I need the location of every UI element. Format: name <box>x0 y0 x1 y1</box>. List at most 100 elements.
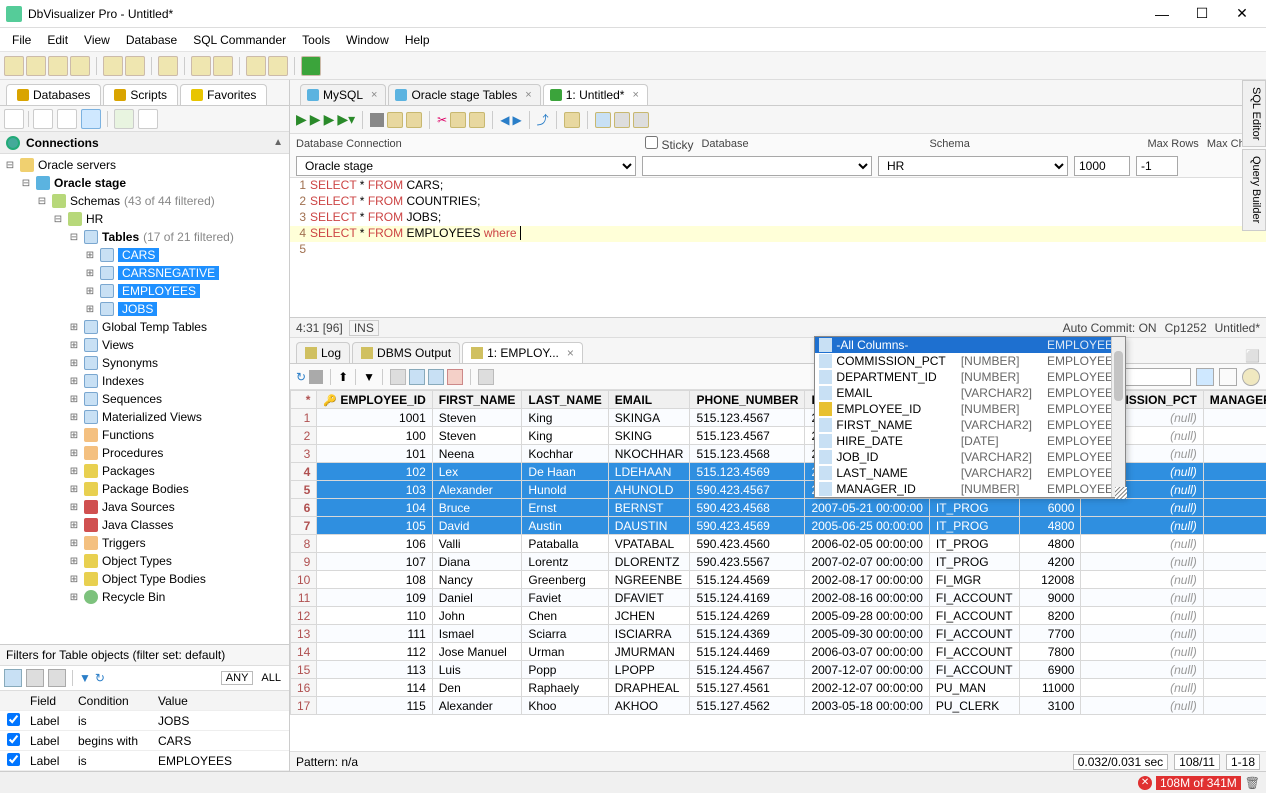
menu-window[interactable]: Window <box>338 31 397 49</box>
tree-schema-hr[interactable]: ⊟HR <box>0 210 289 228</box>
column-header[interactable]: MANAGER_ID <box>1203 391 1266 409</box>
tree-table-carsnegative[interactable]: ⊞CARSNEGATIVE <box>0 264 289 282</box>
sql-editor[interactable]: 1SELECT * FROM CARS;2SELECT * FROM COUNT… <box>290 178 1266 318</box>
autocomplete-item[interactable]: JOB_ID[VARCHAR2]EMPLOYEES <box>815 449 1125 465</box>
toolbar-button[interactable] <box>26 56 46 76</box>
tree-java-classes[interactable]: ⊞Java Classes <box>0 516 289 534</box>
run-button[interactable]: ▶ <box>296 111 307 128</box>
column-header[interactable]: EMAIL <box>608 391 690 409</box>
filter-row[interactable]: LabelisJOBS <box>0 711 289 731</box>
filter-icon[interactable]: ▼ <box>363 370 375 384</box>
table-row[interactable]: 10108NancyGreenbergNGREENBE515.124.45692… <box>291 571 1266 589</box>
max-chars-input[interactable] <box>1136 156 1178 176</box>
column-header[interactable]: FIRST_NAME <box>432 391 522 409</box>
copy-icon[interactable] <box>450 112 466 128</box>
close-tab-icon[interactable]: × <box>632 89 638 101</box>
run-dropdown[interactable]: ▶▾ <box>337 111 355 128</box>
toolbar-button[interactable] <box>246 56 266 76</box>
tree-sequences[interactable]: ⊞Sequences <box>0 390 289 408</box>
sidebar-tab-databases[interactable]: Databases <box>6 84 101 105</box>
connection-select[interactable]: Oracle stage <box>296 156 636 176</box>
open-icon[interactable] <box>406 112 422 128</box>
autocomplete-item[interactable]: FIRST_NAME[VARCHAR2]EMPLOYEES <box>815 417 1125 433</box>
filter-tool[interactable] <box>26 669 44 687</box>
export-icon[interactable]: ⬆ <box>338 370 348 384</box>
view-icon[interactable] <box>595 112 611 128</box>
filter-tool[interactable] <box>48 669 66 687</box>
toolbar-button[interactable] <box>191 56 211 76</box>
tool-button[interactable] <box>33 109 53 129</box>
reload-icon[interactable]: ↻ <box>296 370 306 384</box>
tool-icon[interactable] <box>447 369 463 385</box>
save-icon[interactable] <box>387 112 403 128</box>
close-tab-icon[interactable]: × <box>371 89 377 101</box>
tree-indexes[interactable]: ⊞Indexes <box>0 372 289 390</box>
sidebar-tab-favorites[interactable]: Favorites <box>180 84 267 105</box>
sql-editor-tab[interactable]: SQL Editor <box>1242 80 1266 147</box>
menu-edit[interactable]: Edit <box>39 31 76 49</box>
tree-java-sources[interactable]: ⊞Java Sources <box>0 498 289 516</box>
toolbar-button[interactable] <box>213 56 233 76</box>
view-icon[interactable] <box>633 112 649 128</box>
autocomplete-item[interactable]: HIRE_DATE[DATE]EMPLOYEES <box>815 433 1125 449</box>
autocomplete-item[interactable]: COMMISSION_PCT[NUMBER]EMPLOYEES <box>815 353 1125 369</box>
grid-view-button[interactable] <box>1196 368 1214 386</box>
autocomplete-item[interactable]: EMPLOYEE_ID[NUMBER]EMPLOYEES <box>815 401 1125 417</box>
menu-tools[interactable]: Tools <box>294 31 338 49</box>
tree-functions[interactable]: ⊞Functions <box>0 426 289 444</box>
result-tab[interactable]: Log <box>296 342 350 363</box>
tree-table-employees[interactable]: ⊞EMPLOYEES <box>0 282 289 300</box>
connections-header[interactable]: Connections ▲ <box>0 132 289 154</box>
tool-icon[interactable] <box>428 369 444 385</box>
paste-icon[interactable] <box>469 112 485 128</box>
filter-checkbox[interactable] <box>7 753 20 766</box>
tool-icon[interactable] <box>390 369 406 385</box>
table-row[interactable]: 17115AlexanderKhooAKHOO515.127.45622003-… <box>291 697 1266 715</box>
autocomplete-item[interactable]: LAST_NAME[VARCHAR2]EMPLOYEES <box>815 465 1125 481</box>
table-row[interactable]: 6104BruceErnstBERNST590.423.45682007-05-… <box>291 499 1266 517</box>
filter-checkbox[interactable] <box>7 733 20 746</box>
tree-views[interactable]: ⊞Views <box>0 336 289 354</box>
schema-select[interactable]: HR <box>878 156 1068 176</box>
autocomplete-item[interactable]: -All Columns-EMPLOYEES <box>815 337 1125 353</box>
doc-tab[interactable]: MySQL× <box>300 84 386 105</box>
toolbar-button[interactable] <box>70 56 90 76</box>
tree-tables[interactable]: ⊟Tables(17 of 21 filtered) <box>0 228 289 246</box>
table-row[interactable]: 9107DianaLorentzDLORENTZ590.423.55672007… <box>291 553 1266 571</box>
any-button[interactable]: ANY <box>221 671 254 685</box>
doc-tab[interactable]: Oracle stage Tables× <box>388 84 540 105</box>
filter-tool[interactable] <box>4 669 22 687</box>
maximize-button[interactable]: ☐ <box>1184 3 1220 25</box>
toolbar-button[interactable] <box>268 56 288 76</box>
refresh-button[interactable] <box>4 109 24 129</box>
tree-table-cars[interactable]: ⊞CARS <box>0 246 289 264</box>
tool-icon[interactable] <box>478 369 494 385</box>
sticky-checkbox[interactable] <box>645 136 658 149</box>
result-tab[interactable]: DBMS Output <box>352 342 460 363</box>
menu-database[interactable]: Database <box>118 31 185 49</box>
tree-synonyms[interactable]: ⊞Synonyms <box>0 354 289 372</box>
minimize-button[interactable]: — <box>1144 3 1180 25</box>
form-view-button[interactable] <box>1219 368 1237 386</box>
filter-icon[interactable]: ▼ <box>79 671 91 685</box>
filter-button[interactable] <box>81 109 101 129</box>
filter-row[interactable]: Labelbegins withCARS <box>0 731 289 751</box>
table-row[interactable]: 14112Jose ManuelUrmanJMURMAN515.124.4469… <box>291 643 1266 661</box>
table-row[interactable]: 8106ValliPataballaVPATABAL590.423.456020… <box>291 535 1266 553</box>
tree-recycle-bin[interactable]: ⊞Recycle Bin <box>0 588 289 606</box>
column-header[interactable]: LAST_NAME <box>522 391 608 409</box>
menu-view[interactable]: View <box>76 31 118 49</box>
autocomplete-item[interactable]: DEPARTMENT_ID[NUMBER]EMPLOYEES <box>815 369 1125 385</box>
reload-icon[interactable]: ↻ <box>95 671 105 685</box>
prev-icon[interactable]: ◀ <box>500 113 509 127</box>
toolbar-button[interactable] <box>48 56 68 76</box>
tree-packages[interactable]: ⊞Packages <box>0 462 289 480</box>
table-row[interactable]: 7105DavidAustinDAUSTIN590.423.45692005-0… <box>291 517 1266 535</box>
tree-table-jobs[interactable]: ⊞JOBS <box>0 300 289 318</box>
all-button[interactable]: ALL <box>257 672 285 684</box>
tree-materialized-views[interactable]: ⊞Materialized Views <box>0 408 289 426</box>
text-view-button[interactable] <box>1242 368 1260 386</box>
tool-icon[interactable] <box>409 369 425 385</box>
toolbar-button[interactable] <box>158 56 178 76</box>
query-builder-tab[interactable]: Query Builder <box>1242 149 1266 230</box>
